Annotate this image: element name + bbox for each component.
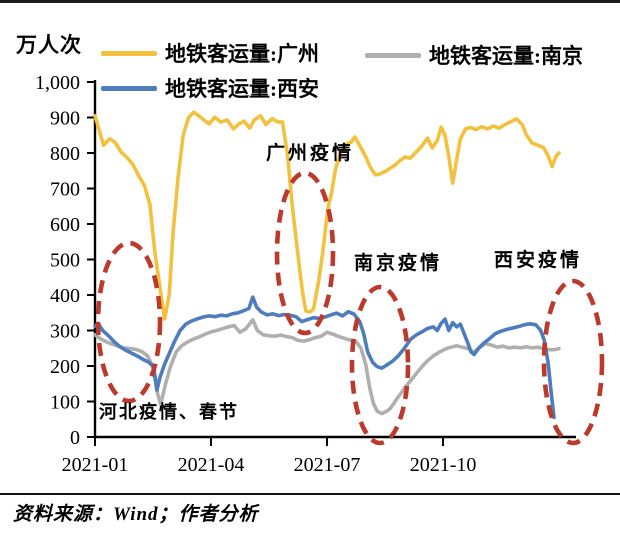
- guangzhou-line-swatch-icon: [101, 50, 157, 56]
- y-tick-label: 200: [50, 356, 80, 378]
- x-tick-label: 2021-07: [294, 454, 361, 476]
- x-tick-label: 2021-01: [62, 454, 129, 476]
- highlight-ellipse-0: [95, 240, 163, 404]
- legend-item-nanjing: 地铁客运量:南京: [365, 40, 583, 70]
- legend-label-nanjing: 地铁客运量:南京: [429, 44, 583, 68]
- y-tick-label: 500: [50, 250, 80, 272]
- legend-item-guangzhou: 地铁客运量:广州: [101, 38, 319, 68]
- y-axis-unit-label: 万人次: [16, 33, 82, 57]
- source-note: 资料来源：Wind；作者分析: [13, 504, 259, 525]
- legend-label-xian: 地铁客运量:西安: [165, 77, 319, 101]
- legend-item-xian: 地铁客运量:西安: [101, 73, 319, 103]
- highlight-ellipse-3: [541, 278, 605, 446]
- x-tick-label: 2021-04: [178, 454, 245, 476]
- annotation-xian-outbreak: 西安疫情: [494, 250, 583, 271]
- y-tick-label: 800: [50, 143, 80, 165]
- series-line-xian: [93, 295, 556, 420]
- y-tick-label: 400: [50, 285, 80, 307]
- series-line-guangzhou: [93, 110, 561, 321]
- y-tick-label: 0: [70, 427, 80, 449]
- nanjing-line-swatch-icon: [365, 52, 421, 58]
- annotation-hebei-outbreak-spring-festival: 河北疫情、春节: [99, 402, 239, 422]
- y-tick-label: 600: [50, 214, 80, 236]
- xian-line-swatch-icon: [101, 85, 157, 91]
- y-tick-label: 700: [50, 179, 80, 201]
- annotation-nanjing-outbreak: 南京疫情: [354, 253, 443, 274]
- y-tick-label: 100: [50, 392, 80, 414]
- annotation-guangzhou-outbreak: 广州疫情: [266, 143, 355, 164]
- y-tick-label: 1,000: [35, 72, 80, 94]
- highlight-ellipse-2: [349, 284, 411, 446]
- x-tick-label: 2021-10: [410, 454, 477, 476]
- y-tick-label: 900: [50, 108, 80, 130]
- top-border: [0, 0, 620, 3]
- highlight-ellipse-1: [274, 170, 336, 336]
- legend-label-guangzhou: 地铁客运量:广州: [165, 42, 319, 66]
- y-tick-label: 300: [50, 321, 80, 343]
- metro-ridership-chart: 0 100 200 300 400 500 600 700 800 900 1,000 2021-01…: [35, 72, 605, 476]
- footer-divider: [0, 493, 620, 495]
